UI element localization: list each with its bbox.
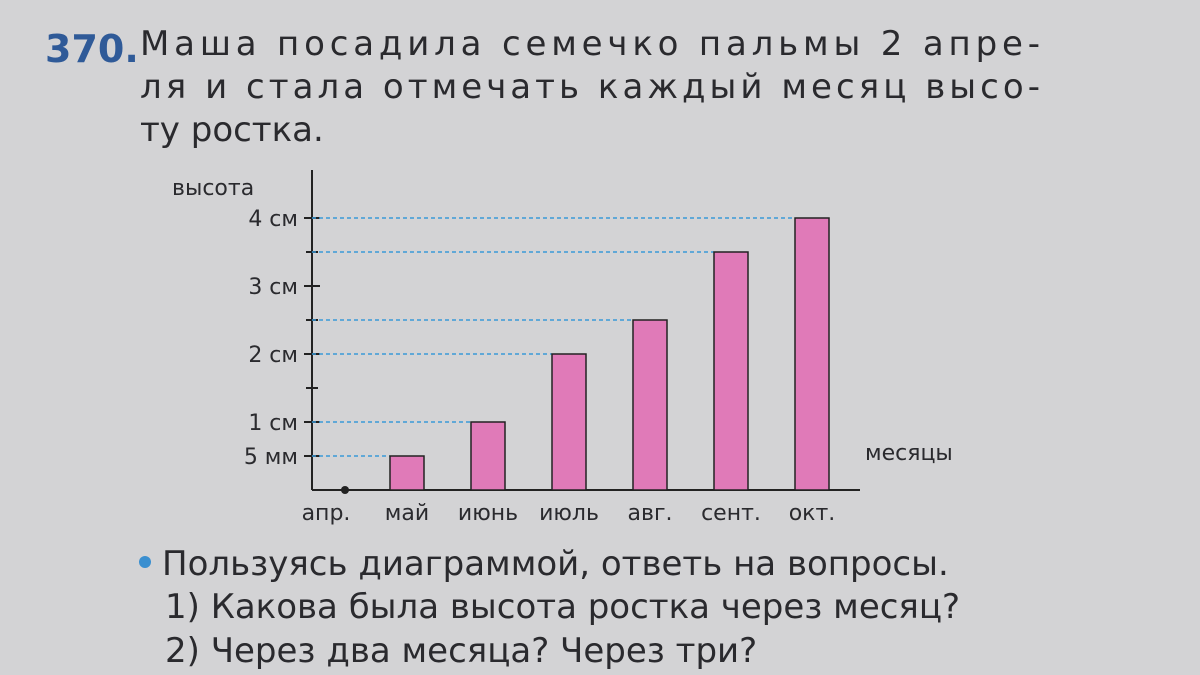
x-axis-label: месяцы xyxy=(865,441,953,466)
y-axis-label: высота xyxy=(172,176,254,201)
bar xyxy=(713,251,749,491)
x-tick-label: авг. xyxy=(628,501,673,526)
x-tick-label: сент. xyxy=(701,501,761,526)
y-tick-label: 1 см xyxy=(248,411,298,436)
y-tick-label: 2 см xyxy=(248,343,298,368)
bar xyxy=(551,353,587,491)
x-tick-label: июль xyxy=(539,501,599,526)
question: 1) Какова была высота ростка через месяц… xyxy=(165,587,960,627)
x-tick-label: май xyxy=(385,501,429,526)
x-tick-label: июнь xyxy=(458,501,518,526)
bar xyxy=(632,319,668,491)
bullet xyxy=(139,556,151,568)
y-tick-label: 4 см xyxy=(248,207,298,232)
problem-line: ля и стала отмечать каждый месяц высо- xyxy=(140,67,1040,107)
problem-line: Маша посадила семечко пальмы 2 апре- xyxy=(140,24,1040,64)
y-tick-label: 5 мм xyxy=(244,445,298,470)
bar xyxy=(470,421,506,491)
y-tick-label: 3 см xyxy=(248,275,298,300)
problem-number: 370. xyxy=(45,27,139,71)
question: 2) Через два месяца? Через три? xyxy=(165,631,757,671)
point xyxy=(341,486,349,494)
problem-line: ту ростка. xyxy=(140,110,324,150)
question-intro: Пользуясь диаграммой, ответь на вопросы. xyxy=(162,544,949,584)
x-tick-label: апр. xyxy=(302,501,351,526)
x-tick-label: окт. xyxy=(789,501,836,526)
bar xyxy=(389,455,425,491)
bar xyxy=(794,217,830,491)
